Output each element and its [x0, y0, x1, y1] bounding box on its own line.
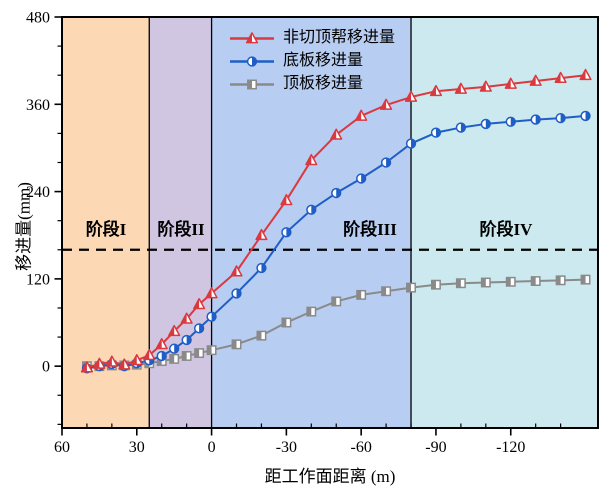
x-tick-label: -90	[425, 439, 446, 456]
x-tick-label: -30	[276, 439, 297, 456]
y-tick-label: 0	[42, 359, 50, 376]
stage-zone	[149, 17, 212, 428]
x-tick-label: -60	[350, 439, 371, 456]
stage-zones	[62, 17, 598, 428]
series-0	[80, 68, 592, 373]
y-tick-label: 360	[26, 97, 50, 114]
stage-zone	[211, 17, 412, 428]
y-tick-label: 240	[26, 184, 50, 201]
plot-border	[61, 16, 599, 429]
y-axis: 0 120 240 360 480	[26, 10, 62, 425]
x-tick-label: 60	[54, 439, 70, 456]
x-axis: 60 30 0 -30 -60 -90 -120	[54, 423, 562, 456]
stage-zone	[411, 17, 598, 428]
x-tick-label: 30	[129, 439, 145, 456]
y-tick-label: 480	[26, 10, 50, 27]
y-tick-label: 120	[26, 271, 50, 288]
x-tick-label: 0	[208, 439, 216, 456]
x-tick-label: -120	[496, 439, 525, 456]
